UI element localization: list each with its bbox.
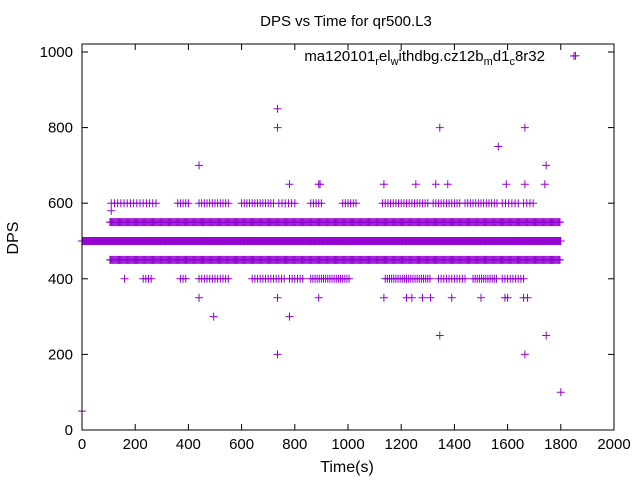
x-tick-label: 400 [176,436,201,453]
data-point [184,199,193,208]
data-point [273,104,282,113]
data-point [285,312,294,321]
data-point [477,293,485,302]
data-point [379,180,388,189]
data-points [78,51,580,416]
y-tick-label: 800 [48,120,73,137]
data-point [520,180,529,189]
x-tick-label: 1000 [331,436,364,453]
data-point [556,388,565,397]
data-point [502,180,511,189]
y-tick-label: 600 [48,195,73,212]
x-tick-label: 0 [78,436,86,453]
legend-marker [570,52,578,60]
y-tick-label: 400 [48,271,73,288]
y-tick-label: 200 [48,346,73,363]
data-point [273,293,282,302]
data-point [224,274,233,283]
data-point [556,255,565,264]
data-point [425,274,434,283]
data-point [314,293,323,302]
data-point [345,274,354,283]
data-point [379,293,388,302]
data-point [556,237,565,245]
data-point [556,218,565,227]
data-point [494,142,503,151]
y-axis-label: DPS [5,222,22,255]
data-point [523,293,532,302]
data-point [407,293,416,302]
data-point [195,161,204,170]
data-point [107,206,116,215]
data-point [447,293,456,302]
data-point [298,274,307,283]
data-point [540,180,549,189]
data-point [461,274,470,283]
data-point [418,293,427,302]
data-point [317,199,326,208]
data-point [316,180,325,189]
legend: ma120101relwithdbg.cz12bmd1c8r32 [304,48,578,68]
data-point [542,161,551,170]
x-tick-label: 1200 [385,436,418,453]
data-point [529,199,538,208]
data-point [181,274,190,283]
legend-plus-icon [570,52,578,60]
data-point [443,180,452,189]
data-point [503,293,512,302]
axis-ticks: 0 200 400 600 800 1000 1200 1400 1600 1800 2000 0 20… [40,44,631,453]
data-point [435,123,444,132]
data-point [273,123,282,132]
x-tick-label: 600 [229,436,254,453]
data-point [209,312,218,321]
data-point [520,123,529,132]
data-point [120,274,129,283]
legend-label: ma120101relwithdbg.cz12bmd1c8r32 [304,48,545,68]
data-point [195,293,204,302]
y-tick-label: 0 [65,422,73,439]
y-tick-label: 1000 [40,44,73,61]
x-tick-label: 1400 [438,436,471,453]
data-point [411,180,420,189]
x-tick-label: 200 [123,436,148,453]
x-tick-label: 800 [282,436,307,453]
x-tick-label: 2000 [597,436,630,453]
plot-border [81,43,615,431]
data-point [285,180,294,189]
data-point [147,274,156,283]
x-axis-label: Time(s) [320,459,374,476]
x-tick-label: 1600 [491,436,524,453]
data-point [520,350,529,359]
data-point [224,199,233,208]
chart-title: DPS vs Time for qr500.L3 [260,13,432,30]
data-point [542,331,551,340]
data-point [519,274,528,283]
data-point [426,293,435,302]
data-point [351,199,360,208]
x-tick-label: 1800 [544,436,577,453]
data-point [151,199,160,208]
data-point [431,180,440,189]
data-point [435,331,444,340]
data-point [290,199,299,208]
data-point [273,350,282,359]
